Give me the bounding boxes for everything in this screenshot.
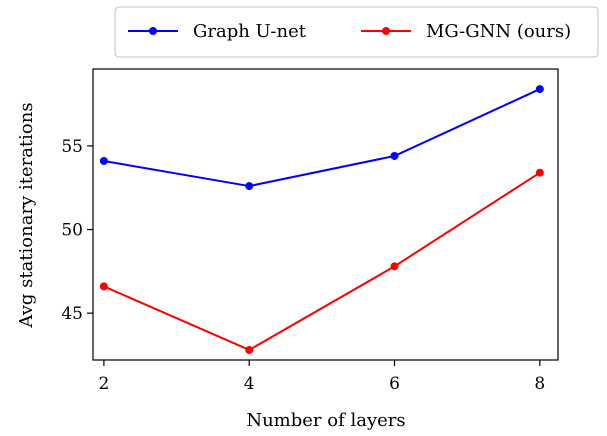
legend-entry-mg-gnn: MG-GNN (ours) <box>361 21 571 42</box>
legend-label-graph-u-net: Graph U-net <box>193 21 307 42</box>
legend-entry-graph-u-net: Graph U-net <box>128 21 307 42</box>
series-0-point-4 <box>245 182 254 191</box>
y-tick-label-55: 55 <box>61 137 83 157</box>
series-0-line <box>103 88 541 188</box>
legend-label-mg-gnn: MG-GNN (ours) <box>426 21 571 42</box>
series-0-point-8 <box>535 85 544 94</box>
x-tick-label-2: 2 <box>98 374 109 394</box>
y-tick-label-50: 50 <box>61 221 83 241</box>
series-1-point-6 <box>390 262 399 271</box>
legend-marker-graph-u-net <box>149 27 157 35</box>
y-axis-label: Avg stationary iterations <box>16 102 37 328</box>
legend-marker-mg-gnn <box>382 27 390 35</box>
x-tick-label-6: 6 <box>389 374 400 394</box>
legend: Graph U-net MG-GNN (ours) <box>114 6 599 58</box>
plot-area: 2 4 6 8 45 50 55 <box>61 68 559 394</box>
y-tick-label-45: 45 <box>61 304 83 324</box>
series-1-point-2 <box>99 282 108 291</box>
series-1-line <box>103 171 541 351</box>
series-1-point-4 <box>245 345 254 354</box>
x-axis-label: Number of layers <box>246 410 405 431</box>
plot-frame <box>92 68 559 361</box>
legend-frame <box>114 6 599 58</box>
x-tick-label-4: 4 <box>244 374 255 394</box>
series-1-point-8 <box>535 168 544 177</box>
x-tick-label-8: 8 <box>534 374 545 394</box>
series-0-point-6 <box>390 151 399 160</box>
series-0-point-2 <box>99 156 108 165</box>
